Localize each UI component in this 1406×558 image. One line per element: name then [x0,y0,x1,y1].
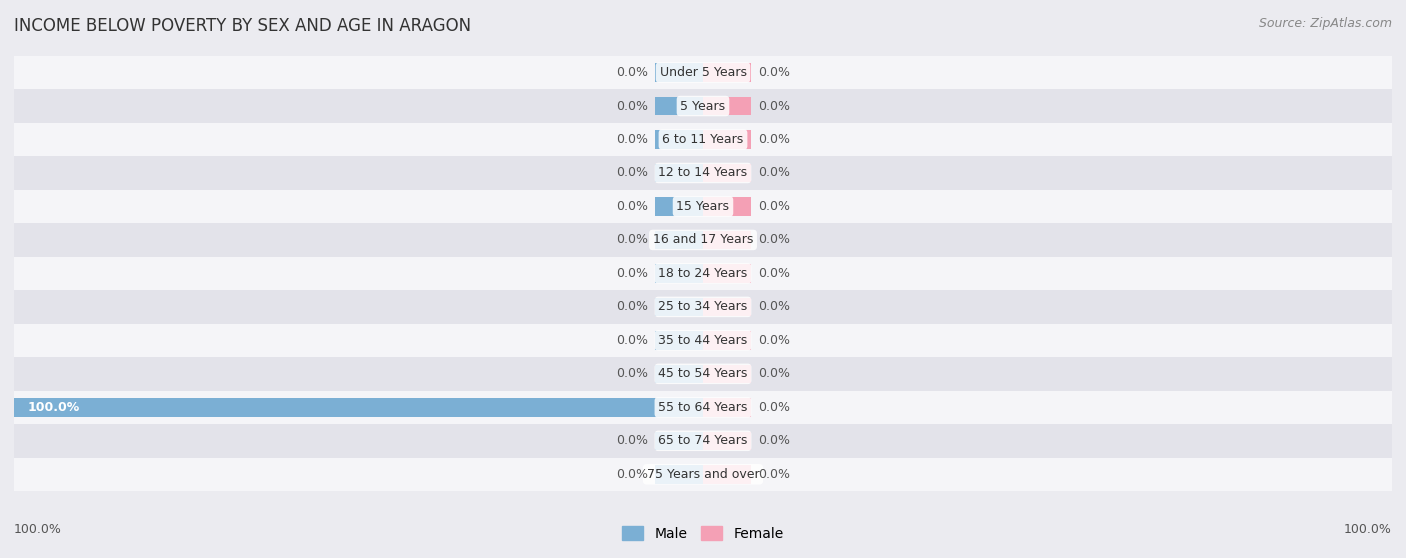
Text: 0.0%: 0.0% [616,166,648,180]
Text: 0.0%: 0.0% [616,267,648,280]
Text: 12 to 14 Years: 12 to 14 Years [658,166,748,180]
Text: 75 Years and over: 75 Years and over [647,468,759,481]
Text: 0.0%: 0.0% [758,334,790,347]
Bar [655,63,703,81]
Bar [703,231,751,249]
Legend: Male, Female: Male, Female [623,526,783,541]
Bar [703,298,751,316]
Text: 0.0%: 0.0% [616,367,648,381]
Bar [655,264,703,282]
Text: 16 and 17 Years: 16 and 17 Years [652,233,754,247]
Bar [655,231,703,249]
Text: 18 to 24 Years: 18 to 24 Years [658,267,748,280]
Text: 15 Years: 15 Years [676,200,730,213]
Bar [655,197,703,215]
Bar [655,365,703,383]
Text: 55 to 64 Years: 55 to 64 Years [658,401,748,414]
Text: 45 to 54 Years: 45 to 54 Years [658,367,748,381]
Bar [655,331,703,349]
Text: Under 5 Years: Under 5 Years [659,66,747,79]
Bar [655,432,703,450]
Bar [655,164,703,182]
Text: 0.0%: 0.0% [616,434,648,448]
Bar [703,365,751,383]
Text: 6 to 11 Years: 6 to 11 Years [662,133,744,146]
Bar [703,197,751,215]
Bar [14,398,703,416]
Bar [703,97,751,115]
Text: 0.0%: 0.0% [758,99,790,113]
Text: 0.0%: 0.0% [758,401,790,414]
Text: 0.0%: 0.0% [616,300,648,314]
Bar [703,465,751,483]
Bar [703,63,751,81]
Bar [655,130,703,148]
Text: 0.0%: 0.0% [616,66,648,79]
Text: 0.0%: 0.0% [758,434,790,448]
Bar [655,298,703,316]
Text: 0.0%: 0.0% [758,300,790,314]
Bar [14,458,1392,491]
Bar [703,164,751,182]
Bar [14,257,1392,290]
Text: 0.0%: 0.0% [616,133,648,146]
Text: 0.0%: 0.0% [616,468,648,481]
Bar [14,223,1392,257]
Text: 100.0%: 100.0% [1344,523,1392,536]
Bar [14,324,1392,357]
Bar [14,156,1392,190]
Text: 5 Years: 5 Years [681,99,725,113]
Bar [703,398,751,416]
Bar [14,357,1392,391]
Text: 0.0%: 0.0% [758,200,790,213]
Text: 25 to 34 Years: 25 to 34 Years [658,300,748,314]
Bar [14,89,1392,123]
Text: 0.0%: 0.0% [616,334,648,347]
Bar [703,130,751,148]
Text: 35 to 44 Years: 35 to 44 Years [658,334,748,347]
Bar [14,123,1392,156]
Text: 0.0%: 0.0% [758,133,790,146]
Text: 0.0%: 0.0% [616,99,648,113]
Text: 0.0%: 0.0% [758,166,790,180]
Bar [14,424,1392,458]
Bar [703,331,751,349]
Text: 0.0%: 0.0% [758,66,790,79]
Bar [703,432,751,450]
Text: 0.0%: 0.0% [758,468,790,481]
Text: Source: ZipAtlas.com: Source: ZipAtlas.com [1258,17,1392,30]
Bar [14,56,1392,89]
Text: 65 to 74 Years: 65 to 74 Years [658,434,748,448]
Text: 0.0%: 0.0% [758,233,790,247]
Bar [14,391,1392,424]
Text: 0.0%: 0.0% [758,367,790,381]
Bar [703,264,751,282]
Text: 0.0%: 0.0% [616,200,648,213]
Text: INCOME BELOW POVERTY BY SEX AND AGE IN ARAGON: INCOME BELOW POVERTY BY SEX AND AGE IN A… [14,17,471,35]
Bar [655,465,703,483]
Bar [655,97,703,115]
Bar [14,290,1392,324]
Bar [14,190,1392,223]
Text: 0.0%: 0.0% [616,233,648,247]
Text: 100.0%: 100.0% [14,523,62,536]
Text: 100.0%: 100.0% [28,401,80,414]
Text: 0.0%: 0.0% [758,267,790,280]
